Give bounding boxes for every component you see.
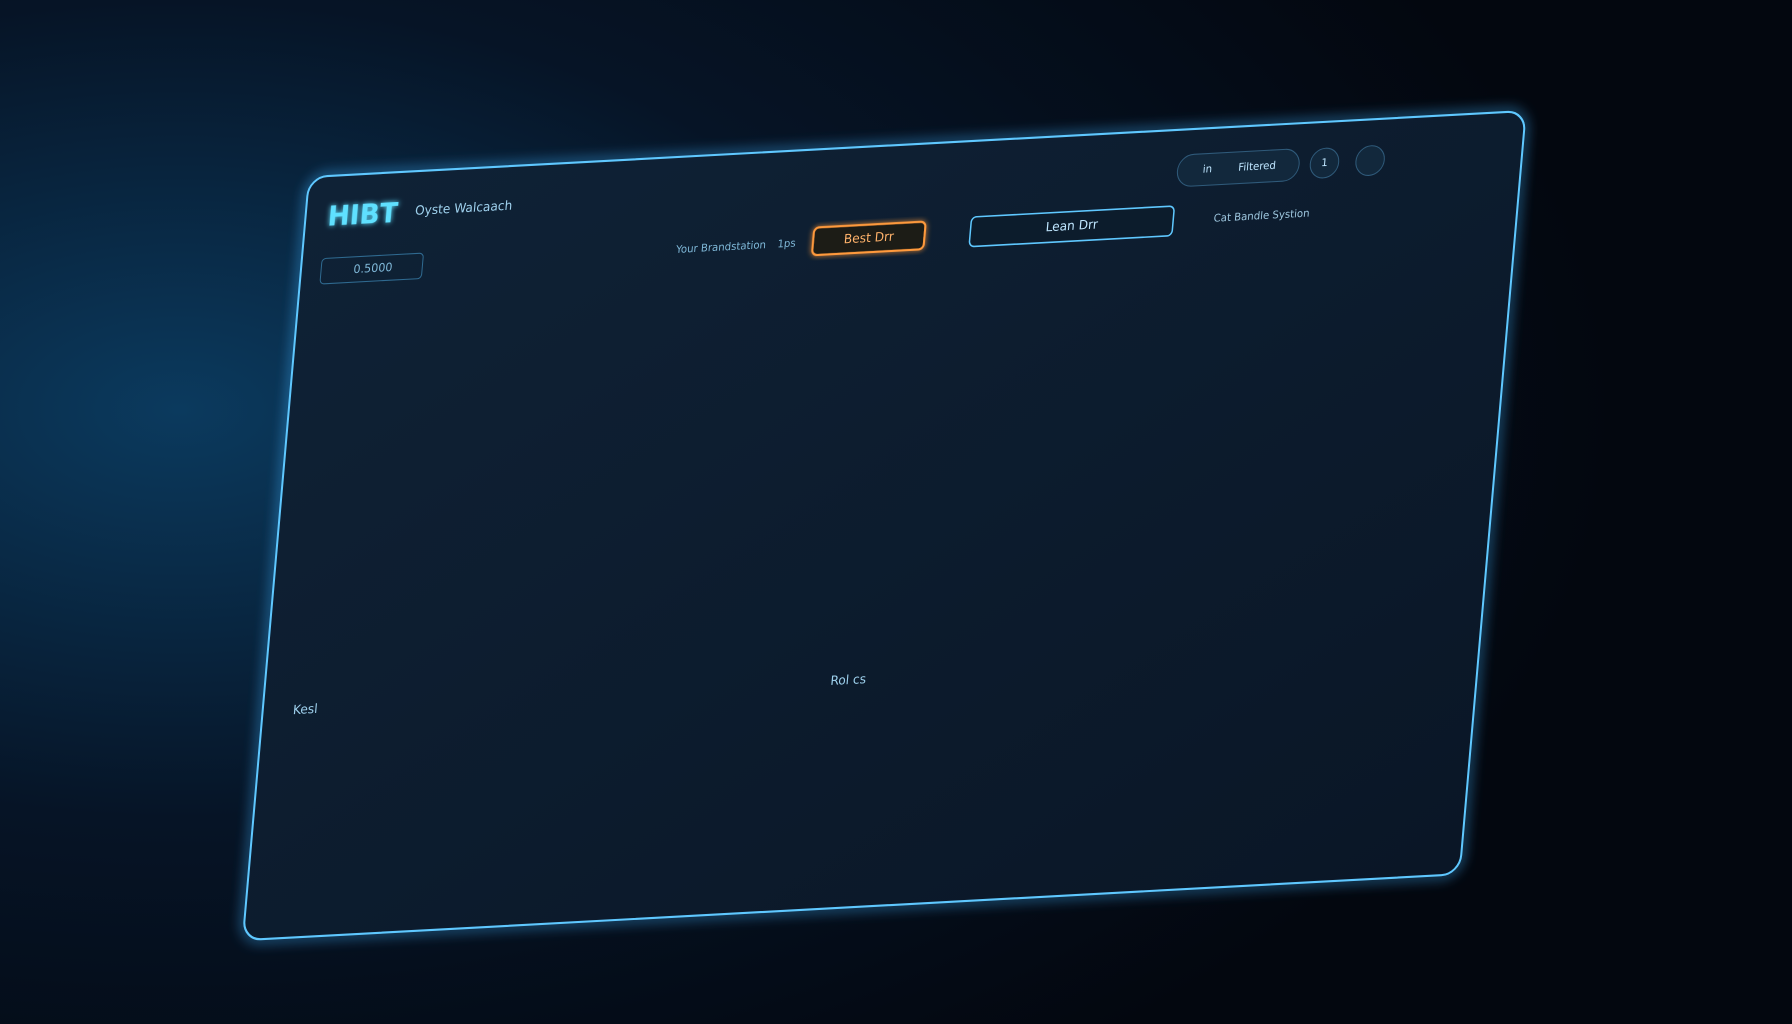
search-text: 0.5000 bbox=[353, 260, 393, 276]
primary-button[interactable] bbox=[811, 220, 927, 257]
toolbar-label: Your Brandstation bbox=[675, 239, 767, 256]
secondary-button[interactable] bbox=[968, 205, 1175, 248]
panel-frame bbox=[243, 110, 1526, 941]
subtitle: Oyste Walcaach bbox=[414, 197, 513, 218]
secondary-button-label: Lean Drr bbox=[1045, 216, 1099, 234]
logo: HIBT bbox=[326, 198, 399, 233]
section-label: Kesl bbox=[292, 701, 318, 718]
pill-left: in bbox=[1202, 163, 1212, 176]
dashboard-panel: HIBT Oyste Walcaach 0.5000 Your Brandsta… bbox=[241, 108, 1528, 943]
right-label: Cat Bandle Systion bbox=[1213, 207, 1310, 224]
badge-button[interactable] bbox=[1309, 147, 1340, 179]
primary-button-label: Best Drr bbox=[843, 228, 895, 246]
toolbar-unit: 1ps bbox=[777, 237, 796, 250]
icon-button[interactable] bbox=[1355, 145, 1386, 176]
pill-right: Filtered bbox=[1238, 160, 1277, 174]
badge: 1 bbox=[1321, 157, 1329, 170]
pill[interactable] bbox=[1176, 148, 1300, 187]
search-box[interactable] bbox=[319, 252, 424, 285]
section-label: Rol cs bbox=[830, 671, 867, 688]
